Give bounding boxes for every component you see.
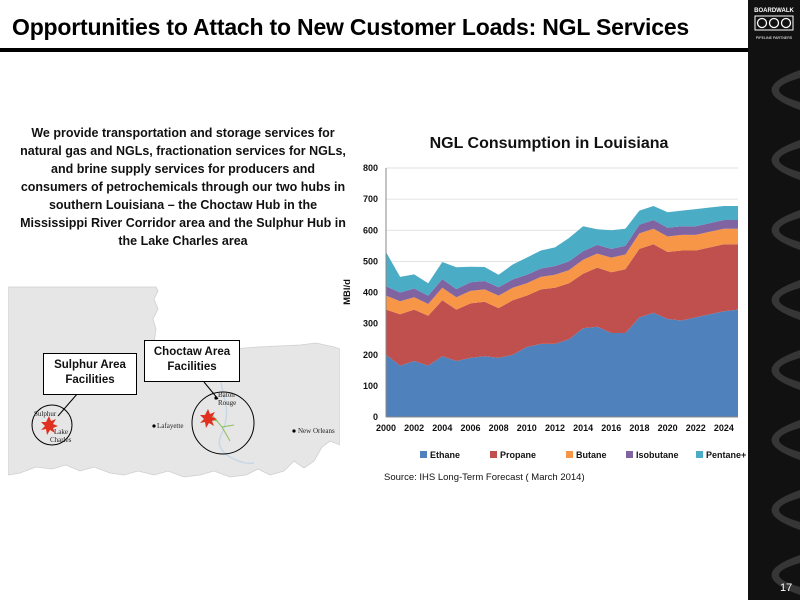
y-tick-labels: 0 100 200 300 400 500 600 700 800 bbox=[363, 163, 378, 422]
sulphur-area-callout: Sulphur Area Facilities bbox=[43, 353, 137, 395]
svg-text:PIPELINE PARTNERS: PIPELINE PARTNERS bbox=[756, 36, 793, 40]
choctaw-area-callout: Choctaw Area Facilities bbox=[144, 340, 240, 382]
choctaw-hub-circle bbox=[191, 391, 255, 455]
x-tick-label: 2022 bbox=[686, 423, 706, 433]
legend-label: Ethane bbox=[430, 450, 460, 460]
new-orleans-dot bbox=[292, 429, 296, 433]
x-tick-label: 2014 bbox=[573, 423, 593, 433]
chart-title: NGL Consumption in Louisiana bbox=[430, 135, 669, 152]
map-label-rouge: Rouge bbox=[218, 399, 237, 407]
y-axis-label: MBl/d bbox=[342, 279, 353, 305]
ngl-consumption-chart: NGL Consumption in Louisiana 0 100 200 300 4… bbox=[342, 135, 746, 460]
x-tick-label: 2004 bbox=[432, 423, 452, 433]
svg-text:BOARDWALK: BOARDWALK bbox=[754, 8, 794, 14]
x-tick-label: 2008 bbox=[489, 423, 509, 433]
x-tick-label: 2012 bbox=[545, 423, 565, 433]
x-tick-label: 2024 bbox=[714, 423, 734, 433]
legend-label: Pentane+ bbox=[706, 450, 746, 460]
sidebar-arcs bbox=[771, 70, 800, 595]
area-pentane bbox=[386, 206, 738, 296]
mississippi-river bbox=[218, 350, 255, 465]
x-tick-label: 2020 bbox=[658, 423, 678, 433]
y-tick-label: 100 bbox=[363, 381, 378, 391]
y-tick-label: 400 bbox=[363, 288, 378, 298]
stacked-areas bbox=[386, 206, 738, 417]
y-tick-label: 600 bbox=[363, 225, 378, 235]
decorative-sidebar bbox=[748, 0, 800, 600]
legend-swatch bbox=[566, 451, 573, 458]
map-label-sulphur: Sulphur bbox=[34, 410, 57, 418]
y-tick-label: 200 bbox=[363, 350, 378, 360]
y-tick-label: 500 bbox=[363, 256, 378, 266]
map-label-lake: Lake bbox=[54, 428, 68, 436]
y-tick-label: 800 bbox=[363, 163, 378, 173]
description-text: We provide transportation and storage se… bbox=[20, 126, 346, 248]
page-number: 17 bbox=[780, 582, 793, 594]
map-label-lafayette: Lafayette bbox=[157, 422, 184, 430]
y-tick-label: 0 bbox=[373, 412, 378, 422]
map-label-baton: Baton bbox=[218, 391, 235, 399]
choctaw-callout-line2: Facilities bbox=[167, 361, 217, 373]
louisiana-map bbox=[8, 285, 340, 480]
y-tick-label: 700 bbox=[363, 194, 378, 204]
legend-label: Isobutane bbox=[636, 450, 679, 460]
page-title: Opportunities to Attach to New Customer … bbox=[12, 14, 690, 40]
legend-swatch bbox=[490, 451, 497, 458]
chart-legend: Ethane Propane Butane Isobutane Pentane+ bbox=[420, 450, 746, 460]
area-propane bbox=[386, 244, 738, 366]
y-tick-label: 300 bbox=[363, 319, 378, 329]
lafayette-dot bbox=[152, 424, 156, 428]
sulphur-callout-line2: Facilities bbox=[65, 374, 115, 386]
legend-swatch bbox=[420, 451, 427, 458]
area-ethane bbox=[386, 309, 738, 417]
legend-swatch bbox=[626, 451, 633, 458]
x-tick-label: 2006 bbox=[460, 423, 480, 433]
boardwalk-logo: BOARDWALK PIPELINE PARTNERS bbox=[752, 3, 796, 47]
map-label-charles: Charles bbox=[50, 436, 72, 444]
map-label-new-orleans: New Orleans bbox=[298, 427, 335, 435]
x-tick-labels: 2000 2002 2004 2006 2008 2010 2012 2014 2016 2018… bbox=[376, 423, 734, 433]
legend-swatch bbox=[696, 451, 703, 458]
choctaw-hub-marker bbox=[200, 409, 217, 428]
chart-axes bbox=[385, 168, 738, 418]
x-tick-label: 2018 bbox=[629, 423, 649, 433]
title-divider bbox=[0, 48, 748, 52]
sulphur-callout-line1: Sulphur Area bbox=[54, 359, 126, 371]
x-tick-label: 2016 bbox=[601, 423, 621, 433]
x-tick-label: 2002 bbox=[404, 423, 424, 433]
area-isobutane bbox=[386, 220, 738, 304]
legend-label: Butane bbox=[576, 450, 607, 460]
x-tick-label: 2000 bbox=[376, 423, 396, 433]
sulphur-hub-circle bbox=[31, 404, 73, 446]
sulphur-hub-marker bbox=[41, 416, 58, 435]
choctaw-callout-line1: Choctaw Area bbox=[153, 346, 231, 358]
x-tick-label: 2010 bbox=[517, 423, 537, 433]
legend-label: Propane bbox=[500, 450, 536, 460]
source-note: Source: IHS Long-Term Forecast ( March 2… bbox=[384, 472, 585, 483]
area-butane bbox=[386, 228, 738, 316]
baton-rouge-dot bbox=[214, 396, 218, 400]
